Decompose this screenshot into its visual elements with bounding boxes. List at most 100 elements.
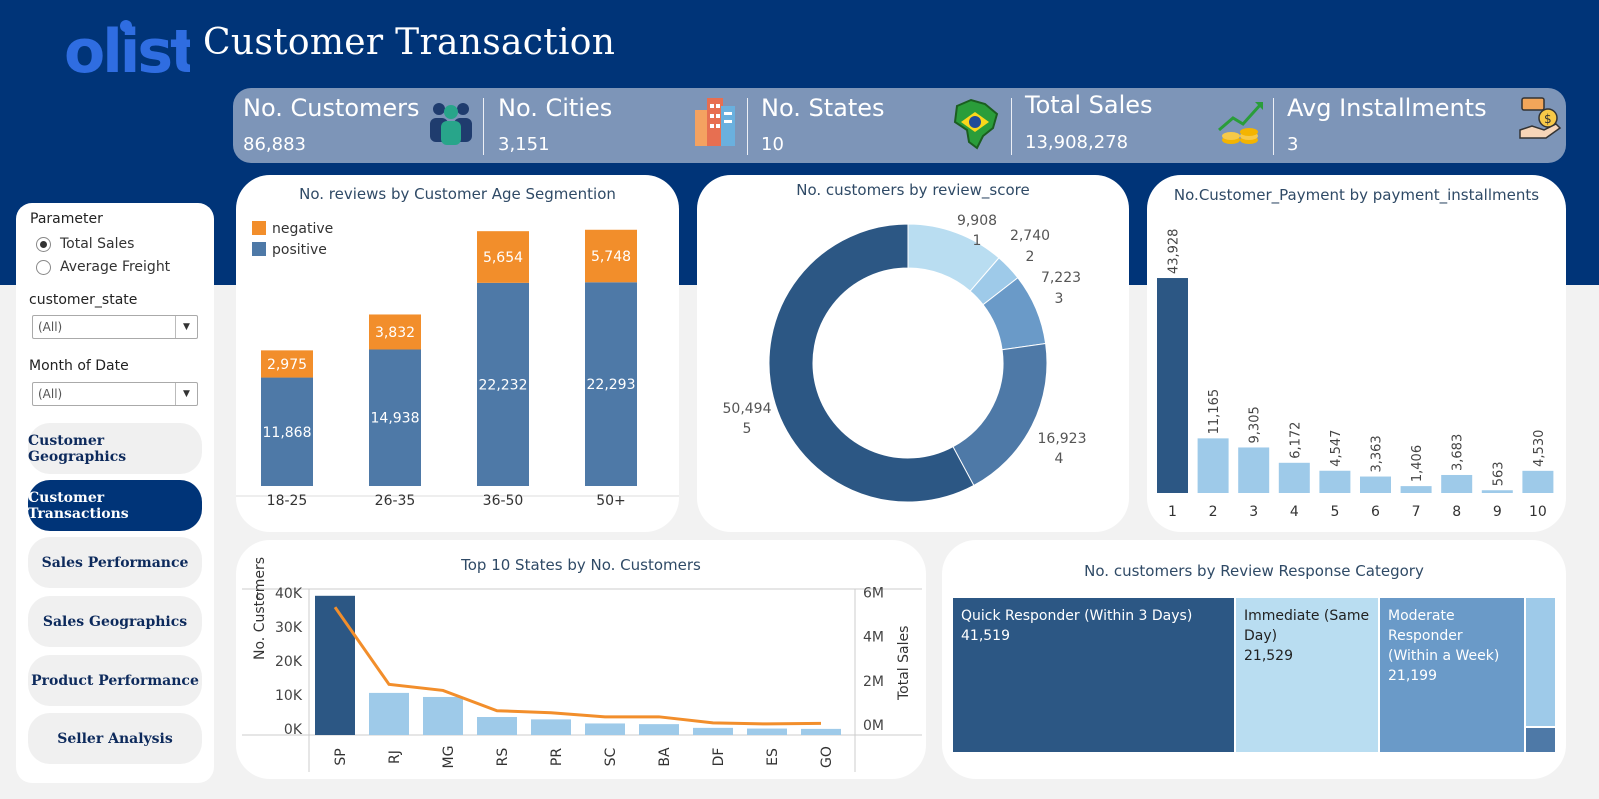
slice-value-label: 2,740 [1010,228,1050,244]
bar-value-label: 4,547 [1329,430,1344,467]
sort-icon[interactable]: ⇂ [253,590,262,603]
treemap-cell-other[interactable] [1526,598,1555,726]
bar-negative[interactable] [477,231,529,283]
treemap-label: Immediate (Same Day) [1244,608,1370,644]
bar-negative[interactable] [585,229,637,283]
donut-slice[interactable] [768,223,975,503]
bar-positive[interactable] [369,349,421,486]
bar-positive[interactable] [261,377,313,486]
growth-coins-icon [1218,102,1263,144]
bar-label-positive: 22,293 [587,377,636,393]
slice-category-label: 2 [1026,249,1035,265]
x-tick-label: DF [711,748,727,767]
treemap-label: Quick Responder (Within 3 Days) [961,608,1193,624]
treemap-cell-moderate[interactable]: Moderate Responder (Within a Week) 21,19… [1380,598,1524,752]
filter-label-month: Month of Date [29,358,129,374]
installment-bar[interactable] [1278,462,1310,493]
kpi-label: No. Customers [243,94,420,122]
bar-label-negative: 5,748 [591,249,631,265]
chart-title: No. customers by Review Response Categor… [1084,562,1424,580]
bar-negative[interactable] [369,314,421,350]
y-tick-label: 20K [275,654,303,670]
installment-bar[interactable] [1197,438,1229,493]
bar-value-label: 3,683 [1451,434,1466,471]
state-bar[interactable] [477,717,517,735]
donut-slice[interactable] [952,342,1048,487]
state-bar[interactable] [315,595,355,735]
state-bar[interactable] [369,692,409,735]
bar-label-positive: 22,232 [479,377,528,393]
state-bar[interactable] [585,723,625,735]
nav-sales-geographics[interactable]: Sales Geographics [28,596,202,647]
kpi-value: 86,883 [243,134,306,155]
nav-sales-performance[interactable]: Sales Performance [28,537,202,588]
chart-title: Top 10 States by No. Customers [461,556,701,574]
brazil-map-icon [953,98,999,150]
month-select[interactable]: (All) ▼ [32,382,198,406]
kpi-value: 3 [1287,134,1299,155]
x-tick-label: 5 [1330,504,1339,520]
customer-state-select[interactable]: (All) ▼ [32,315,198,339]
installment-bar[interactable] [1319,470,1351,493]
parameter-title: Parameter [30,211,103,227]
installment-bar[interactable] [1400,486,1432,493]
x-tick-label: 3 [1249,504,1258,520]
nav-customer-transactions[interactable]: Customer Transactions [28,480,202,531]
treemap-label: Moderate Responder (Within a Week) [1388,608,1500,664]
nav-product-performance[interactable]: Product Performance [28,655,202,706]
installment-bar[interactable] [1238,447,1270,493]
installment-bar[interactable] [1157,278,1188,493]
chevron-down-icon[interactable]: ▼ [175,383,197,405]
bar-value-label: 6,172 [1288,422,1303,459]
y2-tick-label: 0M [863,718,884,734]
select-value: (All) [38,387,63,401]
bar-positive[interactable] [477,282,529,486]
installment-bar[interactable] [1481,490,1513,493]
y-tick-label: 30K [275,620,303,636]
slice-value-label: 9,908 [957,213,997,229]
chart-title: No.Customer_Payment by payment_installme… [1173,186,1540,204]
treemap-cell-quick[interactable]: Quick Responder (Within 3 Days) 41,519 [953,598,1234,752]
kpi-cities: No. Cities 3,151 [488,88,743,163]
x-tick-label: 10 [1529,504,1547,520]
y2-tick-label: 6M [863,585,884,601]
nav-customer-geographics[interactable]: Customer Geographics [28,423,202,474]
y2-axis-label: Total Sales [896,626,912,701]
response-category-card: No. customers by Review Response Categor… [942,540,1566,779]
bar-value-label: 43,928 [1167,229,1182,275]
x-tick-label: ES [765,748,781,766]
installment-bar[interactable] [1360,476,1391,493]
radio-average-freight[interactable]: Average Freight [36,257,170,277]
bar-label-negative: 5,654 [483,250,523,266]
nav-seller-analysis[interactable]: Seller Analysis [28,713,202,764]
installment-bar[interactable] [1522,470,1554,493]
kpi-label: No. Cities [498,94,613,122]
total-sales-line [333,606,822,726]
installment-bar[interactable] [1441,474,1473,493]
bar-positive[interactable] [585,282,637,486]
treemap-cell-other-small[interactable] [1526,728,1555,752]
treemap-cell-immediate[interactable]: Immediate (Same Day) 21,529 [1236,598,1378,752]
x-tick-label: 9 [1493,504,1502,520]
state-bar[interactable] [747,728,787,735]
state-bar[interactable] [531,719,571,735]
bar-label-negative: 2,975 [267,357,307,373]
chevron-down-icon[interactable]: ▼ [175,316,197,338]
legend-positive-swatch [252,242,266,256]
state-bar[interactable] [693,727,733,735]
installments-card: No.Customer_Payment by payment_installme… [1147,175,1566,532]
state-bar[interactable] [801,728,841,735]
bar-label-negative: 3,832 [375,325,415,341]
kpi-value: 3,151 [498,134,550,155]
buildings-icon [695,98,735,146]
x-tick-label: PR [549,748,565,766]
kpi-avg-installments: Avg Installments 3 $ [1277,88,1566,163]
state-bar[interactable] [639,724,679,735]
state-bar[interactable] [423,696,463,735]
bar-negative[interactable] [261,350,313,378]
radio-total-sales[interactable]: Total Sales [36,234,134,254]
x-tick-label: 26-35 [375,493,416,509]
treemap-value: 41,519 [961,628,1010,644]
page-title: Customer Transaction [203,22,616,63]
y-axis-label: No. Customers [252,557,268,660]
